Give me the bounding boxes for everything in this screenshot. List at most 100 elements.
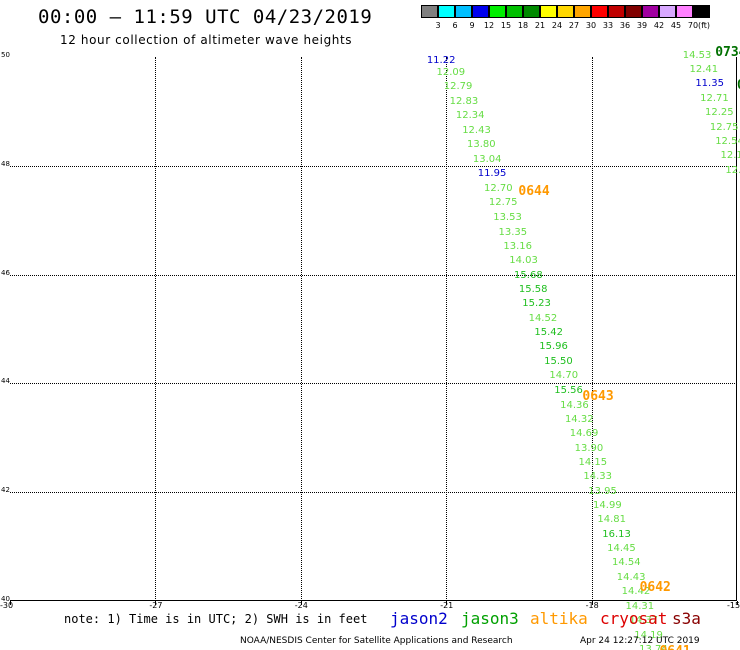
color-scale-label: 70	[687, 21, 699, 30]
color-scale-swatch	[591, 5, 608, 18]
color-scale-label: 33	[602, 21, 614, 30]
color-scale-swatch	[438, 5, 455, 18]
color-scale-label: 30	[585, 21, 597, 30]
color-scale-swatch	[506, 5, 523, 18]
wave-height-value: 14.15	[578, 457, 608, 469]
units-note: note: 1) Time is in UTC; 2) SWH is in fe…	[64, 612, 368, 626]
wave-height-value: 15.96	[539, 341, 568, 353]
color-scale-label: 9	[469, 21, 475, 30]
pass-time-label: 0642	[639, 579, 671, 595]
wave-height-value: 12.70	[484, 183, 513, 195]
color-scale-swatch	[625, 5, 642, 18]
wave-height-value: 14.70	[549, 370, 579, 382]
latitude-gridline	[10, 274, 737, 276]
wave-height-value: 14.99	[593, 500, 622, 512]
color-scale-label: 3	[435, 21, 441, 30]
wave-height-value: 16.13	[602, 529, 631, 541]
color-scale-swatch	[455, 5, 472, 18]
longitude-tick	[300, 601, 302, 605]
wave-height-value: 15.42	[534, 327, 564, 339]
latitude-gridline	[10, 165, 737, 167]
generated-timestamp: Apr 24 12:27:12 UTC 2019	[580, 636, 700, 646]
latitude-label: 44	[1, 377, 10, 386]
wave-height-value: 13.53	[493, 211, 522, 223]
color-scale-label: 21	[534, 21, 546, 30]
color-scale-label: 36	[619, 21, 631, 30]
wave-height-value: 15.58	[518, 283, 548, 295]
wave-height-value: 12.75	[488, 197, 518, 209]
pass-time-label: 0734	[715, 45, 740, 61]
latitude-label: 48	[1, 159, 10, 168]
wave-height-value: 14.32	[564, 413, 594, 425]
wave-height-value: 14.52	[528, 312, 558, 324]
wave-height-value: 15.23	[522, 297, 551, 309]
satellite-legend-altika: altika	[530, 609, 588, 628]
wave-height-value: 15.50	[544, 356, 573, 368]
latitude-label: 42	[1, 486, 10, 495]
color-scale-label: 24	[551, 21, 563, 30]
longitude-tick	[737, 601, 738, 605]
satellite-legend-cryosat: cryosat	[600, 609, 668, 628]
color-scale-swatch	[676, 5, 693, 18]
color-scale-label: 12	[483, 21, 495, 30]
wave-height-value: 15.68	[514, 269, 543, 281]
wave-height-value: 14.36	[560, 399, 589, 411]
wave-height-value: 12.54	[715, 136, 740, 148]
pass-time-label: 0643	[582, 389, 614, 404]
wave-height-value: 14.33	[583, 471, 612, 483]
color-scale-label: 27	[568, 21, 580, 30]
wave-height-value: 12.79	[443, 81, 473, 93]
color-scale-label: 15	[500, 21, 512, 30]
wave-height-value: 12.	[725, 165, 740, 177]
longitude-label: -18	[585, 601, 599, 610]
wave-height-value: 12.25	[705, 107, 734, 119]
color-scale-swatch	[659, 5, 676, 18]
wave-height-value: 12.71	[700, 92, 729, 104]
wave-height-value: 12.43	[462, 124, 491, 136]
longitude-gridline	[446, 57, 448, 601]
color-scale-swatch	[540, 5, 557, 18]
color-scale-swatch	[421, 5, 438, 18]
wave-height-value: 11.35	[695, 78, 724, 90]
wave-height-value: 14.54	[611, 557, 641, 569]
color-scale-swatch	[557, 5, 574, 18]
longitude-label: -24	[294, 601, 308, 610]
wave-height-value: 12.34	[455, 110, 485, 122]
color-scale-swatch	[472, 5, 489, 18]
wave-height-value: 12.09	[436, 66, 466, 78]
longitude-tick	[155, 601, 157, 605]
color-scale-swatch	[523, 5, 540, 18]
satellite-legend-jason3: jason3	[461, 609, 519, 628]
pass-time-label: 073	[737, 79, 740, 93]
longitude-label: -15	[727, 601, 740, 610]
color-scale-swatch	[693, 5, 710, 18]
color-scale-label: 18	[517, 21, 529, 30]
color-scale-swatch	[642, 5, 659, 18]
wave-height-value: 14.03	[509, 255, 538, 267]
longitude-label: -30	[0, 601, 14, 610]
longitude-tick	[446, 601, 448, 605]
wave-height-value: 14.43	[616, 572, 646, 584]
pass-time-label: 0641	[659, 645, 690, 650]
wave-height-value: 13.95	[588, 485, 617, 497]
wave-height-value: 12.1	[720, 150, 740, 162]
color-scale-swatch	[574, 5, 591, 18]
longitude-tick	[591, 601, 593, 605]
wave-height-value: 14.81	[597, 514, 627, 526]
wave-height-value: 13.16	[503, 240, 533, 252]
wave-height-value: 14.45	[607, 543, 636, 555]
color-scale-label: 42	[653, 21, 665, 30]
wave-height-value: 12.75	[709, 121, 739, 133]
wave-height-value: 11.22	[426, 54, 456, 66]
wave-height-value: 13.74	[639, 643, 668, 650]
wave-height-value: 13.35	[498, 226, 528, 238]
credit-line: NOAA/NESDIS Center for Satellite Applica…	[240, 636, 513, 646]
color-scale-label: 39	[636, 21, 648, 30]
latitude-label: 40	[1, 595, 10, 603]
longitude-label: -27	[149, 601, 163, 610]
color-scale-unit: (ft)	[698, 21, 711, 30]
page-subtitle: 12 hour collection of altimeter wave hei…	[60, 33, 353, 47]
wave-height-value: 14.53	[682, 50, 712, 62]
